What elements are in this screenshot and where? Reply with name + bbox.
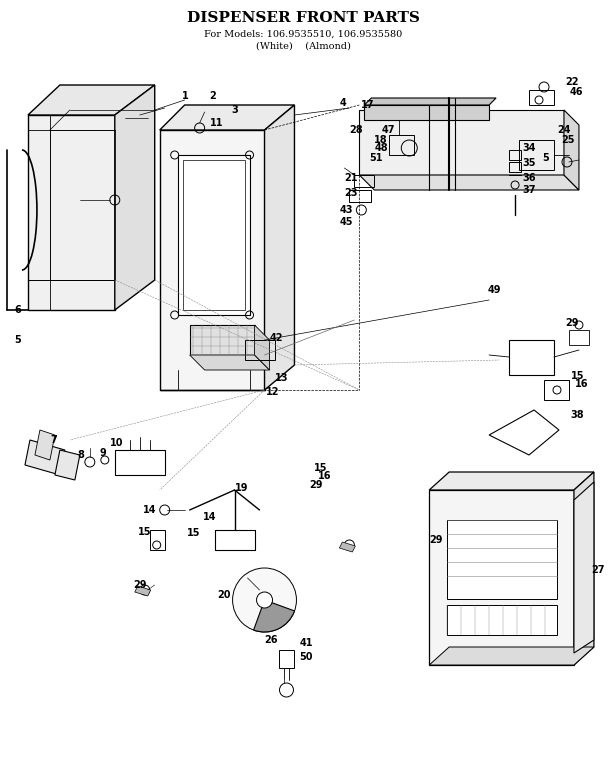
Text: 47: 47 xyxy=(381,125,395,135)
Text: 9: 9 xyxy=(100,448,106,458)
Polygon shape xyxy=(429,472,594,490)
Text: 11: 11 xyxy=(210,118,223,128)
Polygon shape xyxy=(364,105,489,120)
Text: 26: 26 xyxy=(264,635,278,645)
Polygon shape xyxy=(574,472,594,665)
Text: 15: 15 xyxy=(138,527,151,537)
Text: 49: 49 xyxy=(488,285,502,295)
Text: 4: 4 xyxy=(339,98,346,108)
Text: 12: 12 xyxy=(266,387,279,397)
Text: 22: 22 xyxy=(565,77,578,87)
Text: 24: 24 xyxy=(557,125,570,135)
Bar xyxy=(447,605,557,635)
Text: 5: 5 xyxy=(542,153,549,163)
Text: 8: 8 xyxy=(78,450,85,460)
Text: 36: 36 xyxy=(522,173,536,183)
Text: 38: 38 xyxy=(570,410,584,420)
Text: 25: 25 xyxy=(561,135,575,145)
Text: 35: 35 xyxy=(522,158,536,168)
Text: 34: 34 xyxy=(522,143,536,153)
Text: 5: 5 xyxy=(14,335,21,345)
Text: 2: 2 xyxy=(210,91,216,101)
Polygon shape xyxy=(190,325,255,355)
Text: 27: 27 xyxy=(591,565,604,575)
Polygon shape xyxy=(255,325,269,370)
Text: 19: 19 xyxy=(235,483,248,493)
Polygon shape xyxy=(564,110,579,190)
Polygon shape xyxy=(160,105,294,130)
Bar xyxy=(354,175,375,187)
Polygon shape xyxy=(55,450,80,480)
Text: 16: 16 xyxy=(575,379,589,389)
Bar xyxy=(447,520,557,599)
Text: 6: 6 xyxy=(14,305,21,315)
Polygon shape xyxy=(359,110,564,175)
Text: 14: 14 xyxy=(202,512,216,522)
Text: 28: 28 xyxy=(350,125,363,135)
Wedge shape xyxy=(254,600,294,632)
Text: 15: 15 xyxy=(187,528,200,538)
Polygon shape xyxy=(135,586,151,596)
Text: DISPENSER FRONT PARTS: DISPENSER FRONT PARTS xyxy=(187,11,420,25)
Text: 29: 29 xyxy=(133,580,147,590)
Polygon shape xyxy=(35,430,55,460)
Polygon shape xyxy=(429,647,594,665)
Text: 29: 29 xyxy=(565,318,578,328)
Polygon shape xyxy=(28,115,115,310)
Text: 29: 29 xyxy=(309,480,323,490)
Text: 7: 7 xyxy=(50,435,57,445)
Text: (White)    (Almond): (White) (Almond) xyxy=(256,41,351,51)
Polygon shape xyxy=(364,98,496,105)
Text: 48: 48 xyxy=(375,143,388,153)
Text: 3: 3 xyxy=(232,105,238,115)
Polygon shape xyxy=(264,105,294,390)
Circle shape xyxy=(233,568,297,632)
Bar xyxy=(389,135,414,155)
Polygon shape xyxy=(359,175,579,190)
Text: 43: 43 xyxy=(339,205,353,215)
Text: 13: 13 xyxy=(274,373,288,383)
Text: 10: 10 xyxy=(110,438,123,448)
Text: 1: 1 xyxy=(182,91,188,101)
Text: For Models: 106.9535510, 106.9535580: For Models: 106.9535510, 106.9535580 xyxy=(204,29,402,38)
Bar xyxy=(244,340,274,360)
Polygon shape xyxy=(574,482,594,653)
Text: 50: 50 xyxy=(300,652,313,662)
Text: 46: 46 xyxy=(570,87,584,97)
Bar xyxy=(509,162,521,172)
Text: 45: 45 xyxy=(339,217,353,227)
Polygon shape xyxy=(190,355,269,370)
Text: 20: 20 xyxy=(218,590,231,600)
Text: 51: 51 xyxy=(369,153,383,163)
Polygon shape xyxy=(28,85,154,115)
Polygon shape xyxy=(429,490,574,665)
Bar xyxy=(350,190,371,202)
Text: 37: 37 xyxy=(522,185,536,195)
Text: 42: 42 xyxy=(269,333,283,343)
Polygon shape xyxy=(25,440,65,475)
Text: 18: 18 xyxy=(375,135,388,145)
Polygon shape xyxy=(160,130,264,390)
Polygon shape xyxy=(339,542,355,552)
Text: 15: 15 xyxy=(571,371,584,381)
Text: 15: 15 xyxy=(314,463,328,473)
Circle shape xyxy=(257,592,272,608)
Text: 41: 41 xyxy=(300,638,313,648)
Polygon shape xyxy=(178,155,249,315)
Text: 23: 23 xyxy=(344,188,358,198)
Text: 16: 16 xyxy=(319,471,332,481)
Text: 14: 14 xyxy=(143,505,156,515)
Polygon shape xyxy=(115,85,154,310)
Text: 17: 17 xyxy=(361,100,375,110)
Text: 21: 21 xyxy=(344,173,358,183)
Text: 29: 29 xyxy=(429,535,443,545)
Bar xyxy=(509,150,521,160)
